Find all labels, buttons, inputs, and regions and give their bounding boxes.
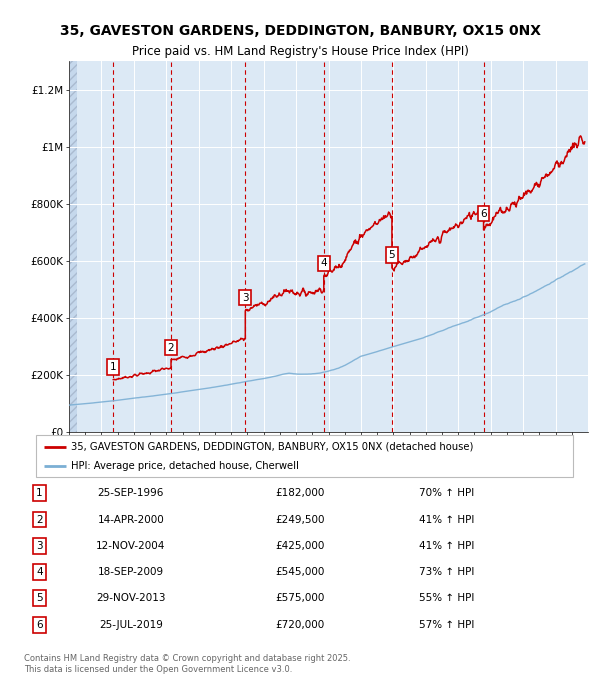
Text: 6: 6: [480, 209, 487, 218]
Text: 5: 5: [36, 594, 43, 603]
Text: £425,000: £425,000: [275, 541, 325, 551]
Text: 70% ↑ HPI: 70% ↑ HPI: [419, 488, 474, 498]
Text: £720,000: £720,000: [275, 619, 325, 630]
Text: 25-JUL-2019: 25-JUL-2019: [99, 619, 163, 630]
Text: 5: 5: [389, 250, 395, 260]
Text: 3: 3: [36, 541, 43, 551]
Text: 41% ↑ HPI: 41% ↑ HPI: [419, 541, 475, 551]
Text: 41% ↑ HPI: 41% ↑ HPI: [419, 515, 475, 524]
Text: 6: 6: [36, 619, 43, 630]
Text: 73% ↑ HPI: 73% ↑ HPI: [419, 567, 475, 577]
Text: 14-APR-2000: 14-APR-2000: [97, 515, 164, 524]
Text: HPI: Average price, detached house, Cherwell: HPI: Average price, detached house, Cher…: [71, 461, 299, 471]
Text: 57% ↑ HPI: 57% ↑ HPI: [419, 619, 475, 630]
Text: 35, GAVESTON GARDENS, DEDDINGTON, BANBURY, OX15 0NX (detached house): 35, GAVESTON GARDENS, DEDDINGTON, BANBUR…: [71, 441, 473, 452]
Text: 2: 2: [36, 515, 43, 524]
Text: 29-NOV-2013: 29-NOV-2013: [96, 594, 166, 603]
FancyBboxPatch shape: [36, 435, 573, 477]
Text: Contains HM Land Registry data © Crown copyright and database right 2025.
This d: Contains HM Land Registry data © Crown c…: [24, 654, 350, 674]
Text: 4: 4: [320, 258, 327, 269]
Text: £545,000: £545,000: [275, 567, 325, 577]
Text: 3: 3: [242, 292, 248, 303]
Text: 55% ↑ HPI: 55% ↑ HPI: [419, 594, 475, 603]
Text: 2: 2: [168, 343, 175, 353]
Text: 25-SEP-1996: 25-SEP-1996: [98, 488, 164, 498]
Text: 18-SEP-2009: 18-SEP-2009: [98, 567, 164, 577]
Text: 1: 1: [110, 362, 116, 372]
Text: 12-NOV-2004: 12-NOV-2004: [96, 541, 166, 551]
Text: £249,500: £249,500: [275, 515, 325, 524]
Text: 35, GAVESTON GARDENS, DEDDINGTON, BANBURY, OX15 0NX: 35, GAVESTON GARDENS, DEDDINGTON, BANBUR…: [59, 24, 541, 37]
Text: £182,000: £182,000: [275, 488, 325, 498]
Text: 1: 1: [36, 488, 43, 498]
Bar: [69, 61, 77, 432]
Text: £575,000: £575,000: [275, 594, 325, 603]
Text: 4: 4: [36, 567, 43, 577]
Text: Price paid vs. HM Land Registry's House Price Index (HPI): Price paid vs. HM Land Registry's House …: [131, 44, 469, 58]
